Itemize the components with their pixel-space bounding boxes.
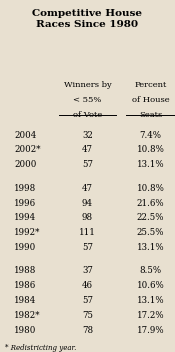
Text: of House: of House [132,96,169,104]
Text: 8.5%: 8.5% [139,266,162,276]
Text: 1980: 1980 [14,326,36,335]
Text: 10.6%: 10.6% [137,281,164,290]
Text: 21.6%: 21.6% [137,199,164,208]
Text: 17.2%: 17.2% [137,311,164,320]
Text: 2004: 2004 [14,131,36,140]
Text: 32: 32 [82,131,93,140]
Text: 10.8%: 10.8% [136,184,164,193]
Text: 47: 47 [82,184,93,193]
Text: 1998: 1998 [14,184,36,193]
Text: 75: 75 [82,311,93,320]
Text: 37: 37 [82,266,93,276]
Text: 2000: 2000 [14,160,36,169]
Text: 57: 57 [82,243,93,252]
Text: 1990: 1990 [14,243,36,252]
Text: 47: 47 [82,145,93,155]
Text: 25.5%: 25.5% [137,228,164,237]
Text: 1996: 1996 [14,199,36,208]
Text: 57: 57 [82,160,93,169]
Text: 46: 46 [82,281,93,290]
Text: 13.1%: 13.1% [137,296,164,305]
Text: 94: 94 [82,199,93,208]
Text: 1992*: 1992* [14,228,40,237]
Text: 7.4%: 7.4% [139,131,162,140]
Text: 13.1%: 13.1% [137,160,164,169]
Text: * Redistricting year.: * Redistricting year. [5,344,77,352]
Text: 10.8%: 10.8% [136,145,164,155]
Text: Seats: Seats [139,111,162,119]
Text: of Vote: of Vote [73,111,102,119]
Text: Percent: Percent [134,81,167,89]
Text: 22.5%: 22.5% [137,213,164,222]
Text: 1994: 1994 [14,213,36,222]
Text: 17.9%: 17.9% [137,326,164,335]
Text: 1988: 1988 [14,266,36,276]
Text: 111: 111 [79,228,96,237]
Text: < 55%: < 55% [73,96,102,104]
Text: Competitive House
Races Since 1980: Competitive House Races Since 1980 [33,9,142,29]
Text: 2002*: 2002* [14,145,40,155]
Text: Winners by: Winners by [64,81,111,89]
Text: 13.1%: 13.1% [137,243,164,252]
Text: 1982*: 1982* [14,311,40,320]
Text: 78: 78 [82,326,93,335]
Text: 1984: 1984 [14,296,36,305]
Text: 98: 98 [82,213,93,222]
Text: 1986: 1986 [14,281,36,290]
Text: 57: 57 [82,296,93,305]
